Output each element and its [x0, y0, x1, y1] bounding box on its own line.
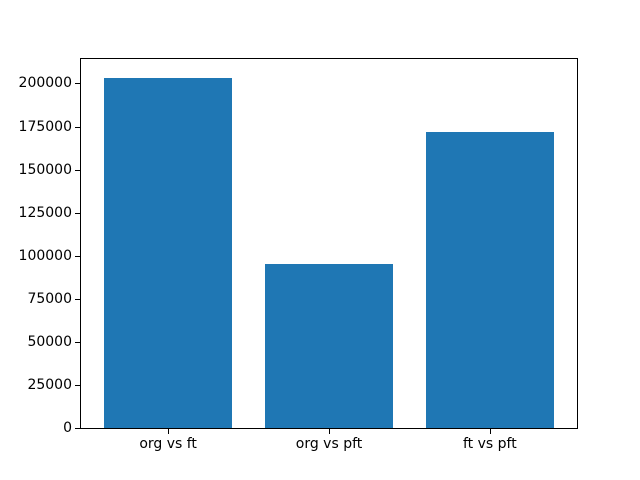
- y-tick-label: 100000: [18, 247, 72, 264]
- y-tick: [75, 126, 80, 128]
- y-tick: [75, 428, 80, 429]
- x-tick-label: ft vs pft: [463, 436, 517, 452]
- y-tick-label: 125000: [18, 204, 72, 221]
- y-tick-label: 175000: [18, 118, 72, 135]
- y-tick: [75, 384, 80, 386]
- y-tick: [75, 298, 80, 300]
- x-tick: [329, 429, 330, 434]
- bar-ft-vs-pft: [425, 131, 555, 428]
- y-tick: [75, 341, 80, 343]
- x-tick-label: org vs pft: [295, 436, 363, 452]
- bar-org-vs-ft: [103, 78, 233, 428]
- y-tick-label: 25000: [27, 376, 72, 393]
- y-tick: [75, 212, 80, 214]
- y-tick: [75, 83, 80, 85]
- x-tick-label: org vs ft: [139, 436, 197, 452]
- y-tick-label: 0: [63, 420, 72, 436]
- x-tick: [489, 429, 491, 434]
- plot-area: org vs ft org vs pft ft vs pft 0 25000 50000 7…: [19, 58, 578, 451]
- y-tick-label: 150000: [18, 161, 72, 178]
- bar-org-vs-pft: [264, 264, 394, 428]
- y-tick: [75, 255, 80, 257]
- y-tick-label: 50000: [27, 333, 72, 350]
- y-tick: [75, 169, 80, 171]
- x-tick: [168, 429, 170, 434]
- y-tick-label: 75000: [27, 290, 72, 307]
- y-tick-label: 200000: [18, 75, 72, 92]
